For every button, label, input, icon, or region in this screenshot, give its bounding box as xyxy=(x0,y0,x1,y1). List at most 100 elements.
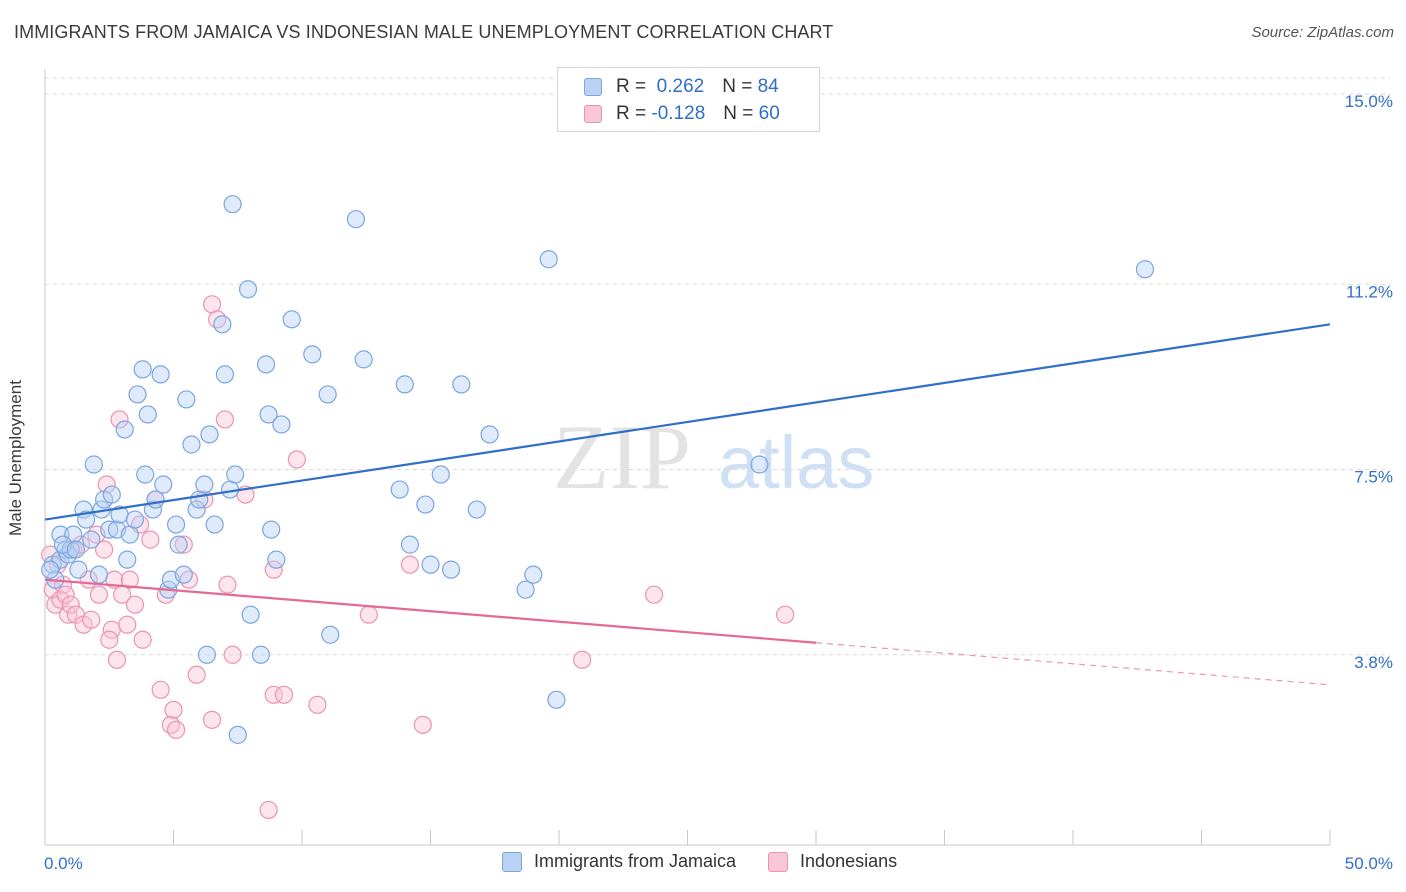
jamaica-point xyxy=(318,385,337,404)
indonesians-point xyxy=(274,685,294,704)
jamaica-point xyxy=(89,565,109,584)
y-axis-label: Male Unemployment xyxy=(6,380,25,536)
indonesians-point xyxy=(133,630,152,649)
indonesians-point xyxy=(223,645,242,664)
indonesians-point xyxy=(97,475,116,494)
jamaica-point xyxy=(262,520,281,539)
jamaica-point xyxy=(102,485,121,504)
indonesians-point xyxy=(51,590,70,609)
jamaica-point xyxy=(228,725,247,744)
indonesians-point xyxy=(187,665,206,684)
indonesians-point xyxy=(208,310,227,329)
indonesians-point xyxy=(161,715,181,734)
jamaica-point xyxy=(41,560,60,579)
jamaica-point xyxy=(395,375,414,394)
jamaica-point xyxy=(321,625,340,644)
indonesians-point xyxy=(287,450,306,469)
trend-line-jamaica xyxy=(44,323,1331,521)
legend-label-indonesians: Indonesians xyxy=(800,851,898,871)
jamaica-point xyxy=(539,250,558,269)
jamaica-point xyxy=(195,475,214,494)
indonesians-point xyxy=(125,595,145,614)
jamaica-point xyxy=(151,365,170,384)
indonesians-point xyxy=(776,605,795,624)
indonesians-point xyxy=(95,540,114,559)
jamaica-point xyxy=(215,365,234,384)
indonesians-point xyxy=(259,800,278,820)
indonesians-point xyxy=(308,695,327,714)
jamaica-point xyxy=(205,515,224,534)
legend-swatch-pink xyxy=(584,105,602,123)
legend-n-label: N = xyxy=(722,76,753,97)
legend-n-value: 84 xyxy=(757,76,779,97)
source-credit: Source: ZipAtlas.com xyxy=(1251,24,1394,41)
jamaica-point xyxy=(259,405,278,424)
jamaica-point xyxy=(282,310,301,329)
trend-lines xyxy=(44,323,1331,686)
indonesians-point xyxy=(166,720,186,739)
jamaica-point xyxy=(166,515,186,534)
jamaica-point xyxy=(1135,260,1155,279)
indonesians-point xyxy=(218,575,237,594)
jamaica-point xyxy=(524,565,543,584)
trend-line-indonesians xyxy=(44,578,817,644)
jamaica-point xyxy=(547,690,566,709)
chart-title: IMMIGRANTS FROM JAMAICA VS INDONESIAN MA… xyxy=(14,22,834,42)
jamaica-point xyxy=(226,465,245,484)
jamaica-point xyxy=(416,495,435,514)
indonesians-point xyxy=(413,715,432,734)
jamaica-point xyxy=(136,465,155,484)
jamaica-point xyxy=(452,375,471,394)
trend-line-indonesians-extrapolated xyxy=(815,642,1331,686)
jamaica-point xyxy=(174,565,193,584)
jamaica-point xyxy=(128,385,147,404)
indonesians-point xyxy=(215,410,234,429)
indonesians-point xyxy=(118,615,137,634)
correlation-legend: R = 0.262 N = 84 R = -0.128 N = 60 xyxy=(557,67,820,132)
jamaica-point xyxy=(190,490,209,509)
jamaica-point xyxy=(146,490,165,509)
jamaica-point xyxy=(69,560,88,579)
indonesians-point xyxy=(359,605,378,624)
jamaica-point xyxy=(256,355,276,374)
jamaica-point xyxy=(125,510,145,529)
jamaica-point xyxy=(77,510,96,529)
indonesians-point xyxy=(164,700,183,719)
legend-label-jamaica: Immigrants from Jamaica xyxy=(534,851,737,871)
indonesians-point xyxy=(56,585,75,604)
jamaica-point xyxy=(100,520,119,539)
indonesians-point xyxy=(100,630,119,649)
x-tick-label: 0.0% xyxy=(44,854,83,873)
indonesians-point xyxy=(573,650,592,669)
jamaica-point xyxy=(84,455,103,474)
y-tick-label: 11.2% xyxy=(1346,282,1393,301)
legend-row-jamaica: R = 0.262 N = 84 xyxy=(584,74,779,100)
legend-r-label: R = xyxy=(616,76,647,97)
jamaica-point xyxy=(213,315,232,334)
legend-n-value: 60 xyxy=(758,103,780,124)
jamaica-point xyxy=(154,475,173,494)
tick-labels: 3.8% 7.5% 11.2% 15.0% 0.0% 50.0% xyxy=(44,92,1393,873)
jamaica-point xyxy=(197,645,217,664)
jamaica-point xyxy=(354,350,373,369)
jamaica-point xyxy=(200,425,219,444)
jamaica-point xyxy=(467,500,486,519)
indonesians-point xyxy=(110,410,129,429)
jamaica-point xyxy=(120,525,139,544)
jamaica-point xyxy=(82,530,101,549)
series-legend: Immigrants from Jamaica Indonesians xyxy=(502,851,929,872)
indonesians-point xyxy=(264,685,283,704)
jamaica-point xyxy=(223,195,242,214)
jamaica-point xyxy=(480,425,499,444)
jamaica-point xyxy=(303,345,322,364)
indonesians-point xyxy=(61,595,80,614)
indonesians-point xyxy=(141,530,160,549)
jamaica-point xyxy=(272,415,291,434)
axes xyxy=(44,69,1331,846)
jamaica-point xyxy=(346,210,366,229)
indonesians-point xyxy=(400,555,420,574)
legend-r-label: R = xyxy=(616,103,647,124)
jamaica-point xyxy=(66,540,85,559)
indonesians-point xyxy=(82,610,101,629)
